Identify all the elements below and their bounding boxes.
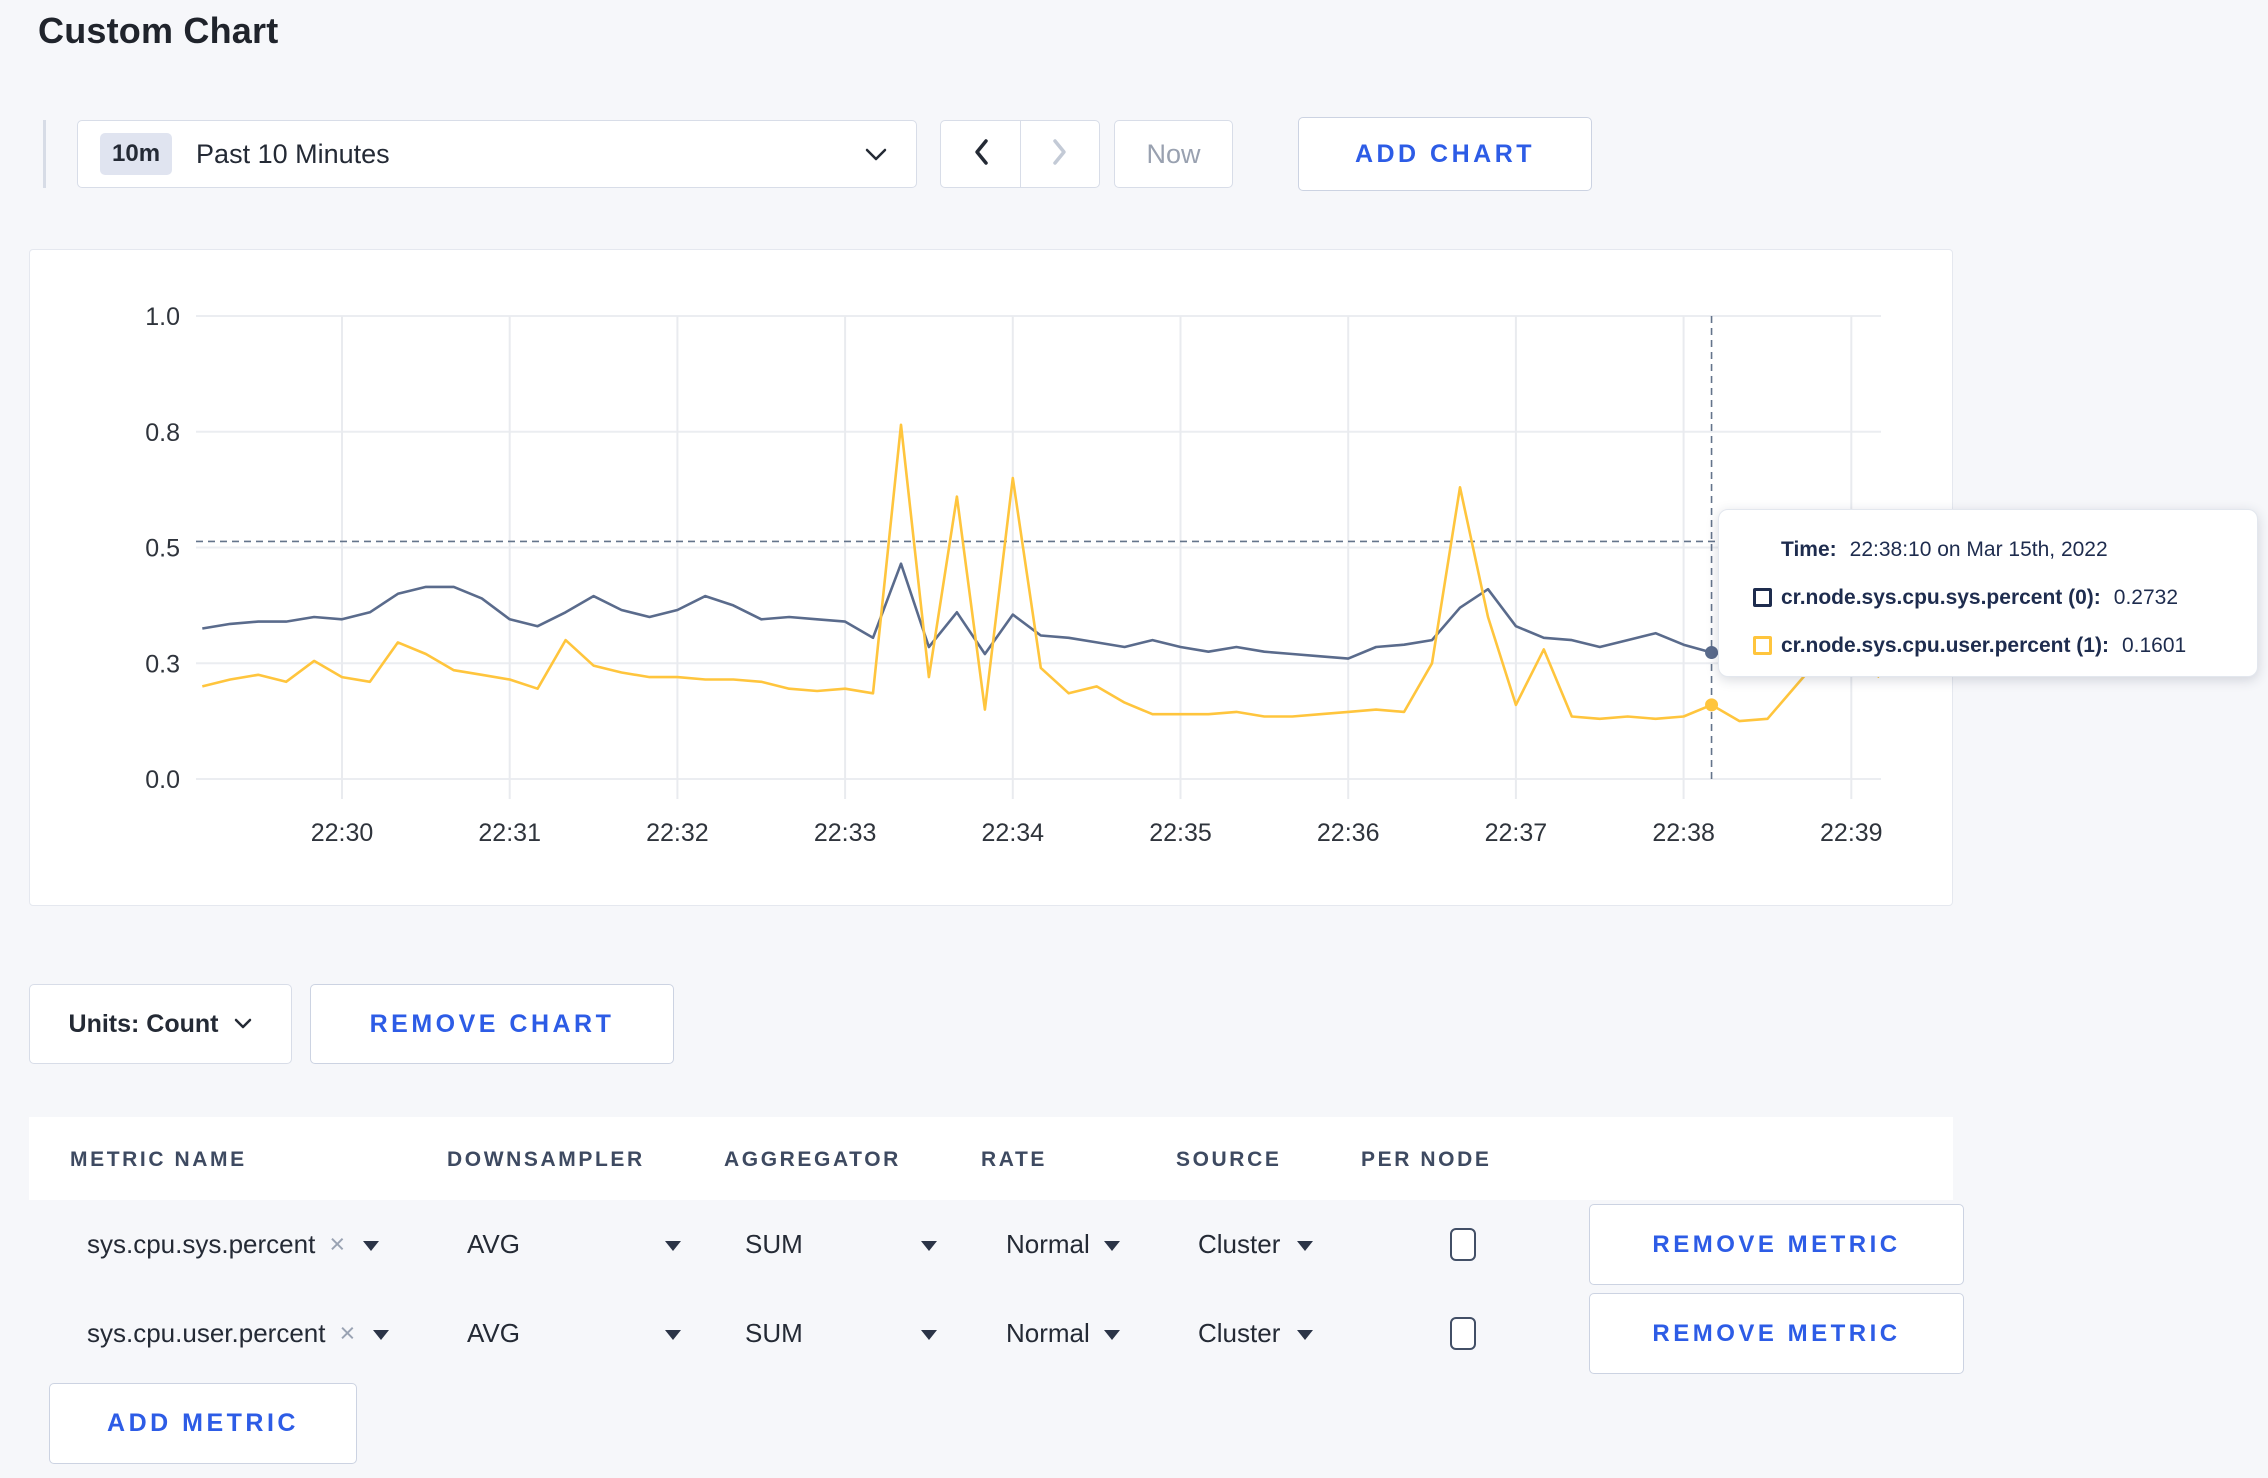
source-value: Cluster <box>1198 1317 1281 1348</box>
source-value: Cluster <box>1198 1228 1281 1259</box>
tooltip-series-label: cr.node.sys.cpu.user.percent (1): <box>1781 634 2109 657</box>
svg-text:1.0: 1.0 <box>145 303 180 331</box>
downsampler-value: AVG <box>467 1228 520 1259</box>
tooltip-series-label: cr.node.sys.cpu.sys.percent (0): <box>1781 586 2101 609</box>
now-button[interactable]: Now <box>1114 120 1233 188</box>
metric-row: sys.cpu.user.percent × AVG SUM Normal Cl… <box>29 1293 1964 1374</box>
chevron-down-icon <box>864 147 888 162</box>
tooltip-time-row: Time: 22:38:10 on Mar 15th, 2022 <box>1753 537 2237 562</box>
svg-text:22:33: 22:33 <box>814 819 877 847</box>
chart-tooltip: Time: 22:38:10 on Mar 15th, 2022 cr.node… <box>1718 509 2258 677</box>
svg-text:22:35: 22:35 <box>1149 819 1212 847</box>
metric-name-select[interactable]: sys.cpu.sys.percent × <box>87 1204 380 1284</box>
remove-metric-button[interactable]: REMOVE METRIC <box>1589 1204 1964 1285</box>
dropdown-caret-icon <box>1297 1240 1313 1251</box>
svg-text:0.0: 0.0 <box>145 766 180 794</box>
series-swatch-icon <box>1753 636 1772 655</box>
time-range-dropdown[interactable]: 10m Past 10 Minutes <box>77 120 917 188</box>
chevron-right-icon <box>1051 137 1069 172</box>
rate-value: Normal <box>1006 1317 1090 1348</box>
rate-select[interactable]: Normal <box>1006 1204 1120 1284</box>
source-select[interactable]: Cluster <box>1198 1293 1313 1373</box>
add-chart-button[interactable]: ADD CHART <box>1298 117 1592 191</box>
time-range-label: Past 10 Minutes <box>196 138 390 169</box>
aggregator-select[interactable]: SUM <box>745 1293 937 1373</box>
series-swatch-icon <box>1753 588 1772 607</box>
dropdown-caret-icon <box>363 1240 380 1251</box>
svg-text:22:37: 22:37 <box>1485 819 1548 847</box>
tooltip-time-value: 22:38:10 on Mar 15th, 2022 <box>1849 538 2108 561</box>
page-title: Custom Chart <box>38 10 279 51</box>
tooltip-series-row: cr.node.sys.cpu.sys.percent (0): 0.2732 <box>1753 585 2237 610</box>
dropdown-caret-icon <box>1104 1329 1120 1340</box>
add-metric-button[interactable]: ADD METRIC <box>49 1383 357 1464</box>
svg-text:0.8: 0.8 <box>145 419 180 447</box>
chart-panel: 0.0 0.3 0.5 0.8 1.0 22:30 22:31 22:32 22:33 22:34… <box>29 249 1953 906</box>
time-range-badge: 10m <box>100 133 173 175</box>
dropdown-caret-icon <box>665 1240 681 1251</box>
clear-metric-icon[interactable]: × <box>329 1228 346 1259</box>
rate-value: Normal <box>1006 1228 1090 1259</box>
time-back-button[interactable] <box>940 120 1020 188</box>
per-node-checkbox[interactable] <box>1450 1316 1476 1350</box>
time-nav-group <box>940 120 1101 188</box>
svg-text:22:31: 22:31 <box>478 819 541 847</box>
metrics-table-header <box>29 1117 1953 1200</box>
svg-text:22:38: 22:38 <box>1652 819 1715 847</box>
units-dropdown[interactable]: Units: Count <box>29 984 292 1064</box>
units-label: Units: Count <box>68 1009 219 1038</box>
dropdown-caret-icon <box>921 1240 937 1251</box>
tooltip-time-label: Time: <box>1781 538 1837 561</box>
dropdown-caret-icon <box>921 1329 937 1340</box>
per-node-checkbox[interactable] <box>1450 1227 1476 1261</box>
col-header-metric-name: METRIC NAME <box>70 1148 247 1171</box>
remove-metric-button[interactable]: REMOVE METRIC <box>1589 1293 1964 1374</box>
dropdown-caret-icon <box>665 1329 681 1340</box>
col-header-rate: RATE <box>981 1148 1048 1171</box>
controls-divider <box>43 120 46 188</box>
downsampler-value: AVG <box>467 1317 520 1348</box>
metric-name-select[interactable]: sys.cpu.user.percent × <box>87 1293 390 1373</box>
aggregator-select[interactable]: SUM <box>745 1204 937 1284</box>
col-header-per-node: PER NODE <box>1361 1148 1492 1171</box>
tooltip-series-value: 0.1601 <box>2121 634 2187 657</box>
clear-metric-icon[interactable]: × <box>339 1317 356 1348</box>
rate-select[interactable]: Normal <box>1006 1293 1120 1373</box>
source-select[interactable]: Cluster <box>1198 1204 1313 1284</box>
downsampler-select[interactable]: AVG <box>467 1204 681 1284</box>
timeseries-chart[interactable]: 0.0 0.3 0.5 0.8 1.0 22:30 22:31 22:32 22:33 22:34… <box>30 250 1954 907</box>
aggregator-value: SUM <box>745 1317 803 1348</box>
svg-text:0.3: 0.3 <box>145 650 180 678</box>
metric-row: sys.cpu.sys.percent × AVG SUM Normal Clu… <box>29 1204 1964 1285</box>
dropdown-caret-icon <box>1297 1329 1313 1340</box>
metric-name-value: sys.cpu.sys.percent <box>87 1228 316 1259</box>
svg-text:22:39: 22:39 <box>1820 819 1883 847</box>
metric-name-value: sys.cpu.user.percent <box>87 1317 326 1348</box>
downsampler-select[interactable]: AVG <box>467 1293 681 1373</box>
remove-chart-button[interactable]: REMOVE CHART <box>310 984 674 1064</box>
tooltip-series-row: cr.node.sys.cpu.user.percent (1): 0.1601 <box>1753 633 2237 658</box>
col-header-downsampler: DOWNSAMPLER <box>447 1148 645 1171</box>
svg-text:22:34: 22:34 <box>982 819 1045 847</box>
aggregator-value: SUM <box>745 1228 803 1259</box>
svg-text:22:36: 22:36 <box>1317 819 1380 847</box>
svg-text:0.5: 0.5 <box>145 535 180 563</box>
svg-text:22:32: 22:32 <box>646 819 709 847</box>
svg-text:22:30: 22:30 <box>311 819 374 847</box>
tooltip-series-value: 0.2732 <box>2113 586 2179 609</box>
dropdown-caret-icon <box>373 1329 390 1340</box>
chevron-down-icon <box>234 1018 252 1030</box>
col-header-aggregator: AGGREGATOR <box>724 1148 901 1171</box>
col-header-source: SOURCE <box>1176 1148 1282 1171</box>
dropdown-caret-icon <box>1104 1240 1120 1251</box>
per-node-cell <box>1450 1204 1476 1284</box>
time-forward-button[interactable] <box>1020 120 1100 188</box>
per-node-cell <box>1450 1293 1476 1373</box>
chevron-left-icon <box>972 137 990 172</box>
